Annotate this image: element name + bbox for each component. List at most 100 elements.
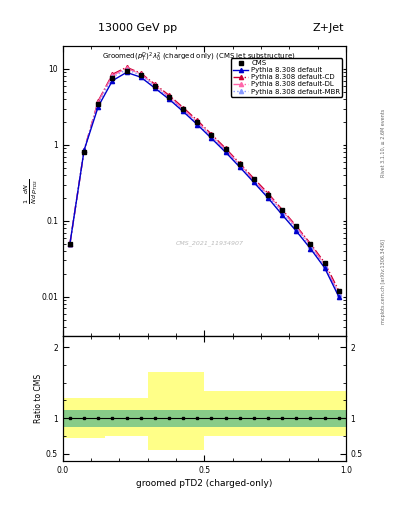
Text: CMS_2021_11934907: CMS_2021_11934907 <box>176 241 244 246</box>
Pythia 8.308 default-DL <box>167 94 171 100</box>
Pythia 8.308 default-MBR <box>167 94 171 100</box>
Pythia 8.308 default-DL <box>82 147 86 153</box>
CMS <box>294 223 299 229</box>
Pythia 8.308 default-CD <box>181 104 185 111</box>
Pythia 8.308 default-DL <box>322 262 327 268</box>
Pythia 8.308 default <box>152 85 157 91</box>
Bar <box>204 410 261 426</box>
CMS <box>195 119 200 125</box>
Pythia 8.308 default-DL <box>195 119 200 125</box>
Pythia 8.308 default-MBR <box>280 209 285 215</box>
Pythia 8.308 default-MBR <box>252 178 256 184</box>
Pythia 8.308 default <box>294 228 299 234</box>
Text: Rivet 3.1.10, ≥ 2.6M events: Rivet 3.1.10, ≥ 2.6M events <box>381 109 386 178</box>
CMS <box>237 161 242 167</box>
Pythia 8.308 default-MBR <box>195 120 200 126</box>
Pythia 8.308 default-MBR <box>322 263 327 269</box>
Pythia 8.308 default-MBR <box>152 83 157 90</box>
Bar <box>204 391 261 436</box>
Pythia 8.308 default-CD <box>266 190 270 197</box>
Pythia 8.308 default-MBR <box>308 243 313 249</box>
Text: 13000 GeV pp: 13000 GeV pp <box>98 23 177 33</box>
Pythia 8.308 default <box>280 211 285 218</box>
Pythia 8.308 default-DL <box>266 191 270 198</box>
Pythia 8.308 default-CD <box>68 241 72 247</box>
Bar <box>261 410 346 426</box>
Pythia 8.308 default-CD <box>252 176 256 182</box>
Pythia 8.308 default-DL <box>96 99 101 105</box>
Pythia 8.308 default-DL <box>138 71 143 77</box>
Pythia 8.308 default-DL <box>308 242 313 248</box>
CMS <box>266 191 270 198</box>
Pythia 8.308 default-MBR <box>124 67 129 73</box>
Pythia 8.308 default-CD <box>110 71 115 77</box>
Text: Groomed$(p_T^D)^2\lambda_0^2$ (charged only) (CMS jet substructure): Groomed$(p_T^D)^2\lambda_0^2$ (charged o… <box>102 51 296 63</box>
CMS <box>336 288 341 294</box>
Pythia 8.308 default-DL <box>336 290 341 296</box>
CMS <box>209 132 214 138</box>
Text: Z+Jet: Z+Jet <box>312 23 344 33</box>
Pythia 8.308 default-CD <box>209 131 214 137</box>
CMS <box>138 72 143 78</box>
CMS <box>181 105 185 112</box>
Pythia 8.308 default-CD <box>237 160 242 166</box>
Pythia 8.308 default-MBR <box>181 107 185 113</box>
CMS <box>110 75 115 81</box>
Line: Pythia 8.308 default-CD: Pythia 8.308 default-CD <box>68 65 341 293</box>
Bar <box>261 391 346 436</box>
Bar <box>148 372 204 450</box>
Pythia 8.308 default-CD <box>294 223 299 229</box>
CMS <box>124 68 129 74</box>
Line: Pythia 8.308 default-MBR: Pythia 8.308 default-MBR <box>68 68 341 295</box>
CMS <box>82 149 86 155</box>
Pythia 8.308 default-CD <box>138 70 143 76</box>
Pythia 8.308 default <box>167 96 171 102</box>
Pythia 8.308 default-CD <box>82 147 86 153</box>
Bar <box>105 398 148 436</box>
Bar <box>63 398 91 438</box>
CMS <box>167 94 171 100</box>
Pythia 8.308 default-MBR <box>138 72 143 78</box>
Pythia 8.308 default-CD <box>167 92 171 98</box>
Bar <box>148 410 204 426</box>
Pythia 8.308 default-MBR <box>209 134 214 140</box>
Pythia 8.308 default-DL <box>209 133 214 139</box>
Bar <box>91 398 105 438</box>
Pythia 8.308 default-MBR <box>294 226 299 232</box>
Pythia 8.308 default <box>252 179 256 185</box>
Pythia 8.308 default-MBR <box>68 241 72 247</box>
Legend: CMS, Pythia 8.308 default, Pythia 8.308 default-CD, Pythia 8.308 default-DL, Pyt: CMS, Pythia 8.308 default, Pythia 8.308 … <box>231 58 342 97</box>
Pythia 8.308 default-MBR <box>96 100 101 106</box>
Line: CMS: CMS <box>68 68 341 293</box>
CMS <box>152 83 157 89</box>
Pythia 8.308 default <box>266 195 270 201</box>
Pythia 8.308 default-CD <box>124 64 129 70</box>
X-axis label: groomed pTD2 (charged-only): groomed pTD2 (charged-only) <box>136 479 273 488</box>
Pythia 8.308 default-MBR <box>82 147 86 153</box>
Pythia 8.308 default <box>82 147 86 153</box>
Pythia 8.308 default <box>209 135 214 141</box>
Pythia 8.308 default-MBR <box>266 193 270 199</box>
Line: Pythia 8.308 default-DL: Pythia 8.308 default-DL <box>68 66 341 295</box>
Pythia 8.308 default <box>322 265 327 271</box>
Pythia 8.308 default-DL <box>181 106 185 112</box>
CMS <box>96 100 101 106</box>
CMS <box>308 241 313 247</box>
Pythia 8.308 default <box>237 164 242 170</box>
Pythia 8.308 default <box>195 121 200 127</box>
Pythia 8.308 default <box>308 246 313 252</box>
Pythia 8.308 default-CD <box>152 81 157 87</box>
Pythia 8.308 default <box>138 74 143 80</box>
Pythia 8.308 default-DL <box>110 72 115 78</box>
Pythia 8.308 default <box>96 103 101 110</box>
Pythia 8.308 default <box>336 293 341 300</box>
Pythia 8.308 default-CD <box>96 98 101 104</box>
Bar <box>63 410 91 426</box>
Pythia 8.308 default-CD <box>280 207 285 213</box>
Pythia 8.308 default-MBR <box>237 163 242 169</box>
Pythia 8.308 default-DL <box>68 241 72 247</box>
Pythia 8.308 default-MBR <box>110 74 115 80</box>
Pythia 8.308 default <box>223 149 228 155</box>
Pythia 8.308 default-DL <box>152 82 157 88</box>
Pythia 8.308 default-CD <box>223 145 228 152</box>
